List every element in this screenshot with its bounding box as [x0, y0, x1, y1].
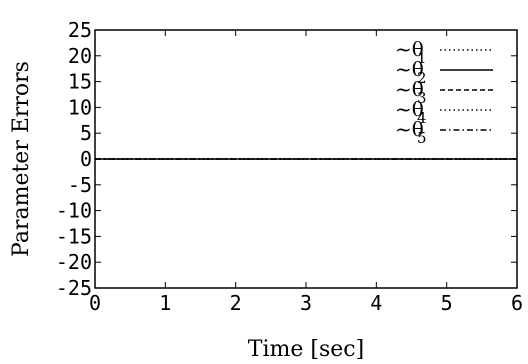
x-tick-label: 1	[159, 291, 171, 315]
y-tick-label: -25	[56, 276, 92, 300]
y-tick-label: -10	[56, 199, 92, 223]
x-tick-label: 5	[441, 291, 453, 315]
y-tick-label: -20	[56, 250, 92, 274]
legend-label-1: ~θ	[395, 37, 424, 61]
legend-subscript-5: 5	[417, 129, 427, 147]
y-tick-label: 5	[80, 121, 92, 145]
x-tick-label: 3	[300, 291, 312, 315]
legend-subscript-3: 3	[417, 89, 427, 107]
x-tick-label: 2	[230, 291, 242, 315]
y-tick-label: -15	[56, 224, 92, 248]
x-tick-label: 4	[370, 291, 382, 315]
y-tick-label: 10	[68, 95, 92, 119]
x-axis-label: Time [sec]	[248, 337, 364, 362]
x-tick-label: 0	[89, 291, 101, 315]
legend-subscript-1: 1	[417, 49, 427, 67]
y-tick-label: 15	[68, 70, 92, 94]
y-tick-label: -5	[68, 173, 92, 197]
legend-subscript-2: 2	[417, 69, 427, 87]
y-tick-label: 25	[68, 18, 92, 42]
legend-label-4: ~θ	[395, 97, 424, 121]
legend-label-5: ~θ	[395, 117, 424, 141]
legend: ~θ1~θ2~θ3~θ4~θ5	[395, 37, 493, 147]
x-tick-label: 6	[511, 291, 523, 315]
legend-label-3: ~θ	[395, 77, 424, 101]
legend-subscript-4: 4	[417, 109, 427, 127]
legend-label-2: ~θ	[395, 57, 424, 81]
y-tick-label: 0	[80, 147, 92, 171]
y-axis-label: Parameter Errors	[9, 61, 34, 257]
y-tick-label: 20	[68, 44, 92, 68]
x-axis-ticks: 0 1 2 3 4 5 6	[89, 30, 523, 315]
